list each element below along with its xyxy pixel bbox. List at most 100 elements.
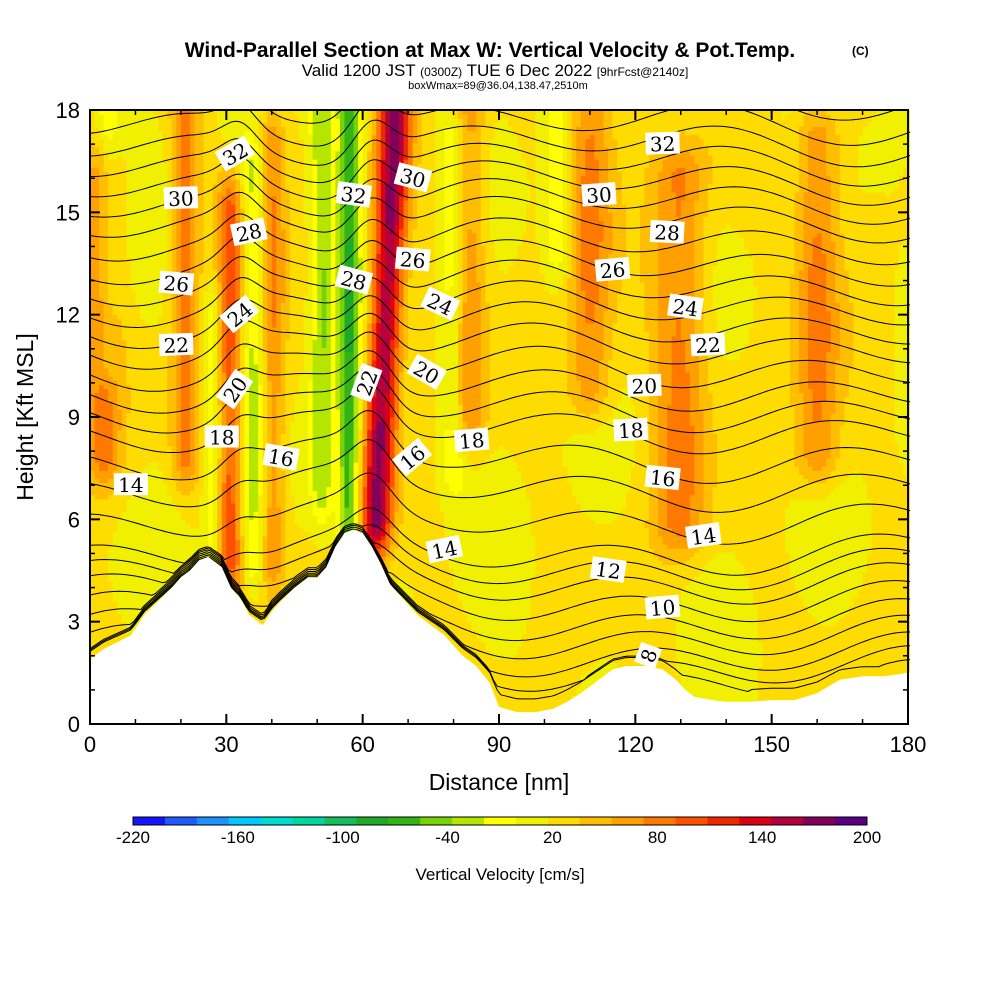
- velocity-cell: [122, 118, 127, 123]
- velocity-cell: [99, 388, 104, 393]
- velocity-cell: [108, 200, 113, 205]
- velocity-cell: [131, 323, 136, 328]
- velocity-cell: [126, 536, 131, 541]
- velocity-cell: [135, 585, 140, 590]
- velocity-cell: [131, 266, 136, 271]
- velocity-cell: [113, 261, 118, 266]
- velocity-cell: [108, 532, 113, 537]
- velocity-cell: [95, 331, 100, 336]
- velocity-cell: [117, 167, 122, 172]
- velocity-cell: [108, 523, 113, 528]
- velocity-cell: [113, 294, 118, 299]
- velocity-cell: [131, 437, 136, 442]
- velocity-cell: [122, 564, 127, 569]
- velocity-cell: [95, 327, 100, 332]
- velocity-cell: [108, 601, 113, 606]
- velocity-cell: [99, 528, 104, 533]
- velocity-cell: [131, 335, 136, 340]
- cross-section-figure: Wind-Parallel Section at Max W: Vertical…: [0, 0, 1000, 1000]
- velocity-cell: [104, 556, 109, 561]
- velocity-cell: [113, 405, 118, 410]
- velocity-cell: [113, 552, 118, 557]
- velocity-cell: [99, 352, 104, 357]
- velocity-cell: [126, 372, 131, 377]
- velocity-cell: [99, 229, 104, 234]
- velocity-cell: [117, 593, 122, 598]
- velocity-cell: [126, 130, 131, 135]
- velocity-cell: [122, 511, 127, 516]
- velocity-cell: [108, 331, 113, 336]
- velocity-cell: [113, 180, 118, 185]
- velocity-cell: [104, 368, 109, 373]
- velocity-cell: [104, 229, 109, 234]
- velocity-cell: [117, 568, 122, 573]
- velocity-cell: [108, 352, 113, 357]
- velocity-cell: [122, 401, 127, 406]
- velocity-cell: [95, 364, 100, 369]
- velocity-cell: [95, 466, 100, 471]
- velocity-cell: [131, 221, 136, 226]
- velocity-cell: [99, 585, 104, 590]
- velocity-cell: [113, 392, 118, 397]
- velocity-cell: [108, 274, 113, 279]
- velocity-cell: [126, 417, 131, 422]
- velocity-cell: [108, 478, 113, 483]
- velocity-cell: [108, 540, 113, 545]
- velocity-cell: [108, 225, 113, 230]
- velocity-cell: [126, 335, 131, 340]
- velocity-cell: [126, 216, 131, 221]
- velocity-cell: [104, 507, 109, 512]
- velocity-cell: [108, 298, 113, 303]
- velocity-cell: [95, 163, 100, 168]
- velocity-cell: [104, 613, 109, 618]
- velocity-cell: [113, 139, 118, 144]
- velocity-cell: [99, 118, 104, 123]
- velocity-cell: [117, 130, 122, 135]
- velocity-cell: [122, 286, 127, 291]
- velocity-cell: [117, 577, 122, 582]
- velocity-cell: [95, 139, 100, 144]
- velocity-cell: [122, 360, 127, 365]
- velocity-cell: [104, 409, 109, 414]
- velocity-cell: [95, 450, 100, 455]
- velocity-cell: [99, 286, 104, 291]
- velocity-cell: [117, 573, 122, 578]
- velocity-cell: [135, 564, 140, 569]
- velocity-cell: [131, 356, 136, 361]
- velocity-cell: [126, 392, 131, 397]
- velocity-cell: [99, 462, 104, 467]
- velocity-cell: [108, 482, 113, 487]
- velocity-cell: [95, 323, 100, 328]
- velocity-cell: [99, 114, 104, 119]
- velocity-cell: [108, 347, 113, 352]
- velocity-cell: [99, 347, 104, 352]
- velocity-cell: [126, 126, 131, 131]
- velocity-cell: [122, 135, 127, 140]
- velocity-cell: [122, 568, 127, 573]
- velocity-cell: [117, 552, 122, 557]
- velocity-cell: [126, 564, 131, 569]
- velocity-cell: [108, 143, 113, 148]
- velocity-cell: [104, 147, 109, 152]
- velocity-cell: [104, 167, 109, 172]
- velocity-cell: [113, 609, 118, 614]
- velocity-cell: [126, 175, 131, 180]
- valid-date: TUE 6 Dec 2022: [467, 61, 593, 80]
- velocity-cell: [131, 241, 136, 246]
- velocity-cell: [108, 413, 113, 418]
- velocity-cell: [95, 577, 100, 582]
- velocity-cell: [117, 135, 122, 140]
- velocity-cell: [126, 421, 131, 426]
- velocity-cell: [117, 532, 122, 537]
- velocity-cell: [126, 360, 131, 365]
- velocity-cell: [122, 397, 127, 402]
- velocity-cell: [95, 372, 100, 377]
- velocity-cell: [113, 409, 118, 414]
- velocity-cell: [113, 229, 118, 234]
- velocity-cell: [108, 245, 113, 250]
- velocity-cell: [108, 261, 113, 266]
- velocity-cell: [113, 560, 118, 565]
- velocity-cell: [126, 294, 131, 299]
- velocity-cell: [122, 114, 127, 119]
- velocity-cell: [117, 564, 122, 569]
